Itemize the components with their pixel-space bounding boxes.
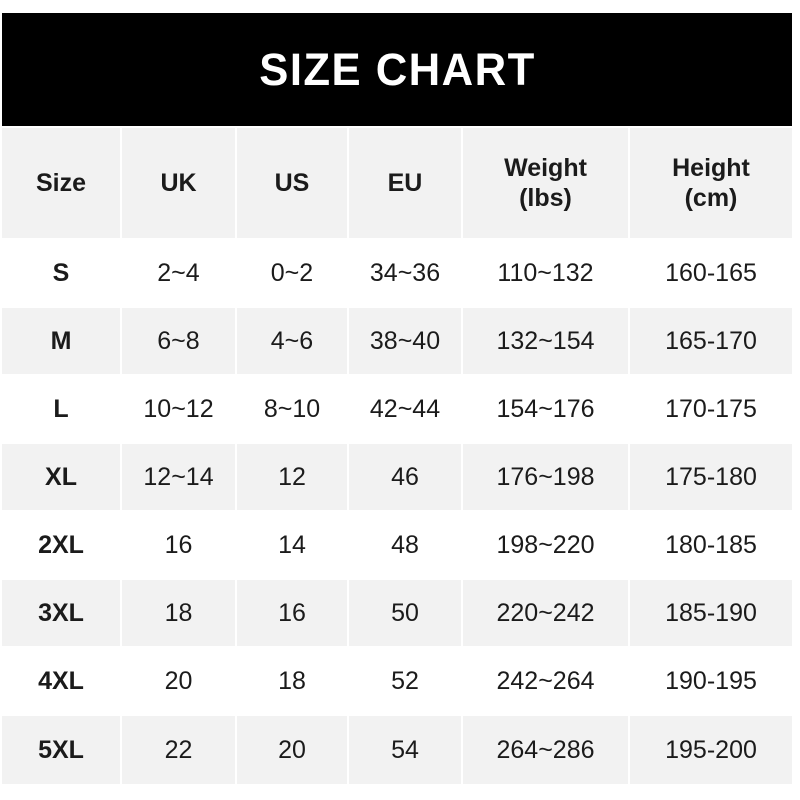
cell-uk: 18: [122, 580, 237, 648]
table-body: S 2~4 0~2 34~36 110~132 160-165 M 6~8 4~6 38~40 13…: [2, 240, 792, 784]
cell-height: 165-170: [630, 308, 792, 376]
cell-height: 160-165: [630, 240, 792, 308]
size-table-container: Size UK US EU Weight (lbs) Height (cm) S 2~4 0~2 3…: [2, 128, 792, 784]
cell-weight: 198~220: [463, 512, 630, 580]
cell-size: 3XL: [2, 580, 122, 648]
column-header-height-line1: Height: [672, 153, 750, 182]
cell-eu: 52: [349, 648, 463, 716]
cell-eu: 34~36: [349, 240, 463, 308]
column-header-eu-line1: EU: [387, 168, 423, 197]
cell-uk: 20: [122, 648, 237, 716]
cell-eu: 54: [349, 716, 463, 784]
column-header-height-line2: (cm): [684, 184, 738, 212]
table-row: XL 12~14 12 46 176~198 175-180: [2, 444, 792, 512]
column-header-us: US: [237, 128, 349, 240]
table-row: 3XL 18 16 50 220~242 185-190: [2, 580, 792, 648]
cell-weight: 176~198: [463, 444, 630, 512]
cell-height: 185-190: [630, 580, 792, 648]
cell-eu: 50: [349, 580, 463, 648]
cell-us: 16: [237, 580, 349, 648]
page-title: SIZE CHART: [258, 44, 536, 95]
cell-eu: 48: [349, 512, 463, 580]
cell-uk: 22: [122, 716, 237, 784]
cell-us: 8~10: [237, 376, 349, 444]
column-header-us-line1: US: [274, 168, 310, 197]
column-header-eu: EU: [349, 128, 463, 240]
column-header-weight: Weight (lbs): [463, 128, 630, 240]
cell-uk: 6~8: [122, 308, 237, 376]
cell-size: M: [2, 308, 122, 376]
table-header: Size UK US EU Weight (lbs) Height (cm): [2, 128, 792, 240]
cell-uk: 16: [122, 512, 237, 580]
cell-size: 5XL: [2, 716, 122, 784]
column-header-uk: UK: [122, 128, 237, 240]
column-header-size: Size: [2, 128, 122, 240]
cell-weight: 154~176: [463, 376, 630, 444]
cell-uk: 10~12: [122, 376, 237, 444]
cell-eu: 42~44: [349, 376, 463, 444]
cell-us: 18: [237, 648, 349, 716]
table-row: S 2~4 0~2 34~36 110~132 160-165: [2, 240, 792, 308]
cell-height: 170-175: [630, 376, 792, 444]
column-header-weight-line2: (lbs): [519, 184, 572, 212]
cell-size: XL: [2, 444, 122, 512]
column-header-weight-line1: Weight: [504, 153, 587, 182]
column-header-uk-line1: UK: [160, 168, 197, 197]
cell-uk: 2~4: [122, 240, 237, 308]
cell-height: 195-200: [630, 716, 792, 784]
cell-us: 12: [237, 444, 349, 512]
table-row: 4XL 20 18 52 242~264 190-195: [2, 648, 792, 716]
cell-size: 2XL: [2, 512, 122, 580]
cell-us: 0~2: [237, 240, 349, 308]
cell-eu: 46: [349, 444, 463, 512]
cell-us: 14: [237, 512, 349, 580]
table-row: M 6~8 4~6 38~40 132~154 165-170: [2, 308, 792, 376]
table-row: L 10~12 8~10 42~44 154~176 170-175: [2, 376, 792, 444]
cell-us: 4~6: [237, 308, 349, 376]
cell-weight: 132~154: [463, 308, 630, 376]
title-banner: SIZE CHART: [2, 13, 792, 126]
column-header-height: Height (cm): [630, 128, 792, 240]
cell-eu: 38~40: [349, 308, 463, 376]
cell-uk: 12~14: [122, 444, 237, 512]
cell-height: 180-185: [630, 512, 792, 580]
cell-height: 175-180: [630, 444, 792, 512]
cell-weight: 110~132: [463, 240, 630, 308]
cell-us: 20: [237, 716, 349, 784]
header-row: Size UK US EU Weight (lbs) Height (cm): [2, 128, 792, 240]
column-header-size-line1: Size: [35, 168, 87, 197]
table-row: 5XL 22 20 54 264~286 195-200: [2, 716, 792, 784]
cell-size: L: [2, 376, 122, 444]
cell-weight: 242~264: [463, 648, 630, 716]
cell-weight: 220~242: [463, 580, 630, 648]
cell-weight: 264~286: [463, 716, 630, 784]
cell-height: 190-195: [630, 648, 792, 716]
size-chart-table: Size UK US EU Weight (lbs) Height (cm) S 2~4 0~2 3…: [2, 128, 792, 784]
cell-size: S: [2, 240, 122, 308]
table-row: 2XL 16 14 48 198~220 180-185: [2, 512, 792, 580]
cell-size: 4XL: [2, 648, 122, 716]
